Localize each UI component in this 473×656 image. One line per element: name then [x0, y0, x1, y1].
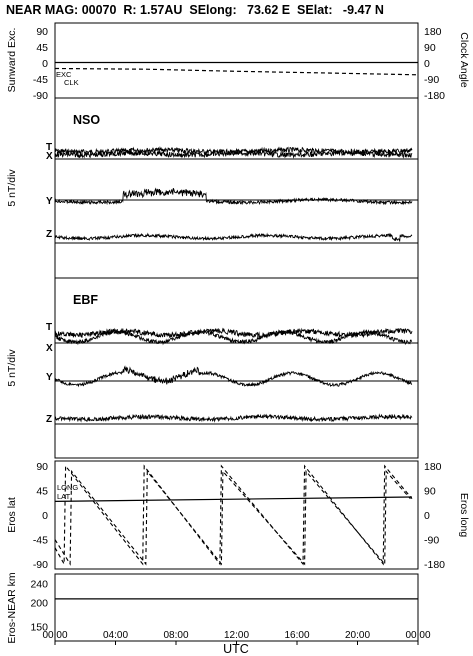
- nso-z-trace: [54, 232, 413, 242]
- ebf-t-label: T: [46, 322, 52, 333]
- nso-t-trace: [54, 145, 413, 157]
- figure-title: NEAR MAG: 00070 R: 1.57AU SElong: 73.62 …: [6, 3, 384, 17]
- panel-clock-angle: [54, 22, 419, 99]
- x-axis-ticks: 00:00 04:00 08:00 12:00 16:00 20:00 00:00: [42, 630, 431, 645]
- eros-near-km-label: Eros-NEAR km: [6, 572, 18, 643]
- x-tick-label: 00:00: [405, 630, 430, 641]
- nso-y-trace: [54, 187, 413, 206]
- panel-eros-latlong: [54, 460, 419, 570]
- eros-lat-label: Eros lat: [6, 497, 18, 533]
- ebf-y-label: Y: [46, 372, 53, 383]
- panel1-right-tick-label: -180: [424, 90, 445, 102]
- panel4-left-tick-label: 45: [36, 486, 48, 498]
- long-series-line: [54, 464, 413, 567]
- clock-angle-label: Clock Angle: [458, 32, 470, 88]
- nso-y-label: Y: [46, 196, 53, 207]
- nso-traces: [54, 145, 418, 244]
- panel1-left-tick-label: -45: [33, 74, 48, 86]
- x-axis-label: UTC: [223, 642, 249, 656]
- x-tick-label: 04:00: [103, 630, 128, 641]
- panel4-right-tick-label: 180: [424, 461, 442, 473]
- panel-ebf: [54, 277, 419, 459]
- panel1-right-tick-label: 180: [424, 26, 442, 38]
- clk-label: CLK: [64, 78, 79, 87]
- nso-title: NSO: [73, 113, 100, 127]
- x-tick-label: 00:00: [42, 630, 67, 641]
- panel5-tick-label: 240: [30, 579, 48, 591]
- panel4-right-tick-label: -180: [424, 559, 445, 571]
- x-tick-label: 12:00: [224, 630, 249, 641]
- nso-ylabel: 5 nT/div: [6, 169, 18, 207]
- nso-t-label: T: [46, 142, 52, 153]
- clk-series-line: [54, 67, 419, 76]
- long-label: LONG: [57, 483, 78, 492]
- panel4-right-tick-label: 90: [424, 486, 436, 498]
- ebf-title: EBF: [73, 293, 98, 307]
- panel-nso: [54, 97, 419, 279]
- panel1-left-tick-label: 90: [36, 26, 48, 38]
- panel4-left-ticks: 90 45 0 -45 -90: [33, 461, 48, 571]
- ebf-traces: [54, 327, 418, 425]
- panel4-left-tick-label: 0: [42, 510, 48, 522]
- panel1-right-tick-label: 90: [424, 42, 436, 54]
- ebf-x-trace: [54, 329, 413, 346]
- panel4-traces: [54, 464, 413, 567]
- panel1-traces: [54, 61, 419, 76]
- panel5-tick-label: 150: [30, 622, 48, 634]
- x-tick-label: 08:00: [163, 630, 188, 641]
- eros-lat-mean-line: [54, 496, 412, 502]
- panel4-left-tick-label: 90: [36, 461, 48, 473]
- panel1-left-ticks: 90 45 0 -45 -90: [33, 26, 48, 102]
- x-tick-label: 16:00: [284, 630, 309, 641]
- panel5-ticks: 240 200 150: [30, 579, 48, 634]
- panel5-tick-label: 200: [30, 598, 48, 610]
- panel4-right-tick-label: -90: [424, 535, 439, 547]
- panel1-right-tick-label: 0: [424, 58, 430, 70]
- ebf-z-label: Z: [46, 414, 52, 425]
- panel4-right-tick-label: 0: [424, 510, 430, 522]
- sunward-exc-label: Sunward Exc.: [6, 28, 18, 93]
- lat-label: LAT: [57, 492, 71, 501]
- nso-x-label: X: [46, 151, 53, 162]
- panel1-right-ticks: 180 90 0 -90 -180: [424, 26, 445, 102]
- panel1-left-tick-label: 45: [36, 42, 48, 54]
- eros-long-label: Eros long: [458, 493, 470, 538]
- nso-x-trace: [54, 149, 413, 159]
- panel1-right-tick-label: -90: [424, 74, 439, 86]
- ebf-t-trace: [54, 327, 413, 339]
- ebf-y-trace: [54, 365, 413, 388]
- panel4-right-ticks: 180 90 0 -90 -180: [424, 461, 445, 571]
- ebf-ylabel: 5 nT/div: [6, 349, 18, 387]
- ebf-z-trace: [54, 413, 413, 423]
- ebf-x-label: X: [46, 343, 53, 354]
- panel1-left-tick-label: 0: [42, 58, 48, 70]
- lat-series-line: [54, 469, 411, 566]
- panel1-left-tick-label: -90: [33, 90, 48, 102]
- exc-label: EXC: [56, 70, 72, 79]
- nso-z-label: Z: [46, 229, 52, 240]
- panel4-left-tick-label: -90: [33, 559, 48, 571]
- panel4-left-tick-label: -45: [33, 535, 48, 547]
- x-tick-label: 20:00: [345, 630, 370, 641]
